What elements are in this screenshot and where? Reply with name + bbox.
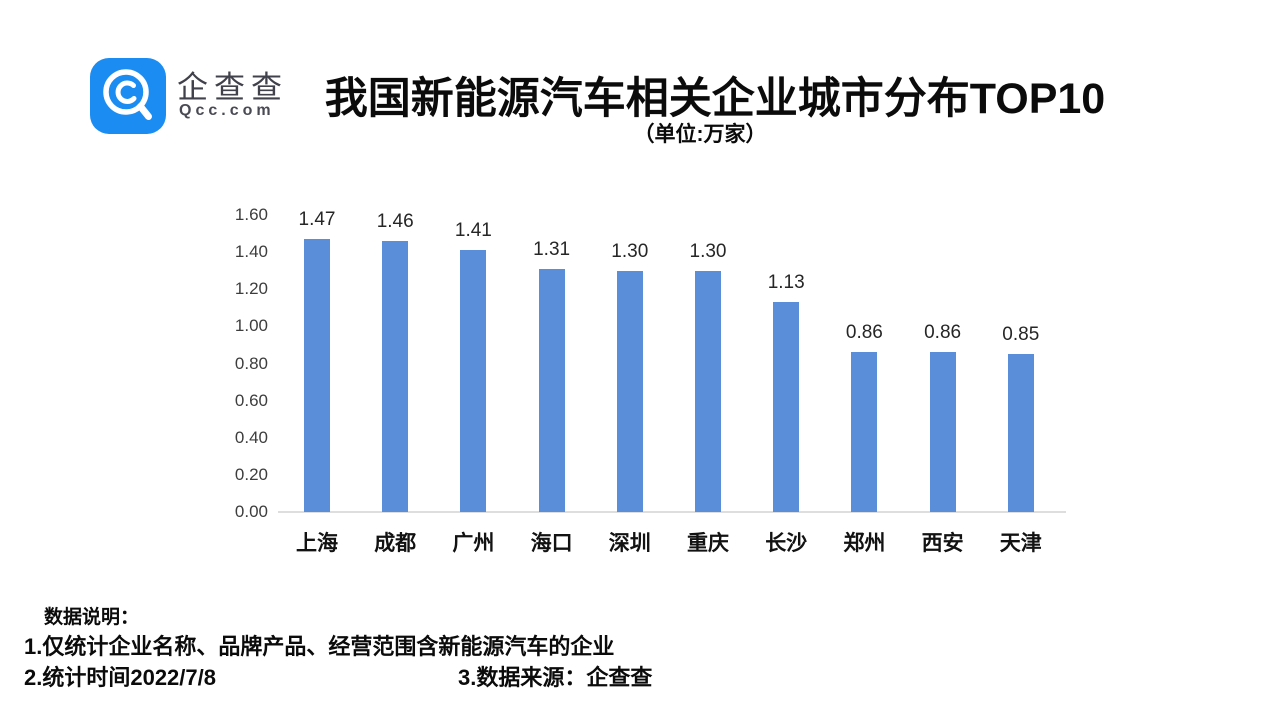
data-note-scope: 1.仅统计企业名称、品牌产品、经营范围含新能源汽车的企业 [24,634,615,659]
bar-value-label: 1.31 [533,238,571,260]
bar-value-label: 1.13 [767,272,805,294]
y-axis-tick-label: 1.40 [234,242,268,262]
bar [382,240,409,512]
x-axis-category-label: 广州 [452,532,495,555]
brand-name: 企查查 [177,70,288,105]
bar-value-label: 1.46 [376,210,414,232]
bar-value-label: 1.30 [611,240,649,262]
bar [616,270,643,512]
x-axis-category-label: 郑州 [843,532,886,555]
bar [695,270,721,512]
x-axis-category-label: 西安 [921,532,964,555]
bar [538,268,565,512]
bar [773,302,800,512]
y-axis-tick-label: 1.60 [234,205,268,224]
x-axis-category-label: 成都 [374,532,417,555]
bar-value-label: 1.47 [298,209,336,231]
bar-value-label: 0.85 [1002,324,1040,346]
bar-value-label: 1.30 [689,240,727,262]
y-axis-tick-label: 0.80 [234,353,268,373]
bar-value-label: 0.86 [924,322,962,344]
page-title: 我国新能源汽车相关企业城市分布TOP10 [324,75,1106,123]
bar [304,239,330,512]
data-note-date: 2.统计时间2022/7/8 [24,665,216,690]
data-note-source: 3.数据来源：企查查 [458,665,653,690]
x-axis-line [278,511,1066,513]
magnifier-q-icon [103,69,152,120]
bar [1007,354,1034,512]
y-axis-tick-label: 0.60 [234,390,268,410]
x-axis-category-label: 重庆 [687,532,729,555]
data-notes-heading: 数据说明： [44,607,140,628]
qcc-logo-icon [90,58,166,134]
bar-value-label: 1.41 [454,220,492,242]
x-axis-category-label: 天津 [999,532,1042,555]
page-subtitle: （单位:万家） [633,123,767,146]
y-axis-tick-label: 1.20 [234,279,268,299]
y-axis-tick-label: 0.20 [234,464,268,484]
y-axis-tick-label: 0.00 [234,502,268,521]
y-axis-tick-label: 1.00 [234,316,268,336]
brand-domain: Qcc.com [179,102,275,119]
bar [929,352,956,512]
x-axis-category-label: 海口 [530,532,573,555]
y-axis-tick-label: 0.40 [234,427,268,447]
bar-value-label: 0.86 [845,322,883,344]
bar [460,250,487,512]
x-axis-category-label: 深圳 [608,532,651,555]
x-axis-category-label: 上海 [296,532,338,555]
bar [851,352,878,512]
x-axis-category-label: 长沙 [765,532,808,555]
